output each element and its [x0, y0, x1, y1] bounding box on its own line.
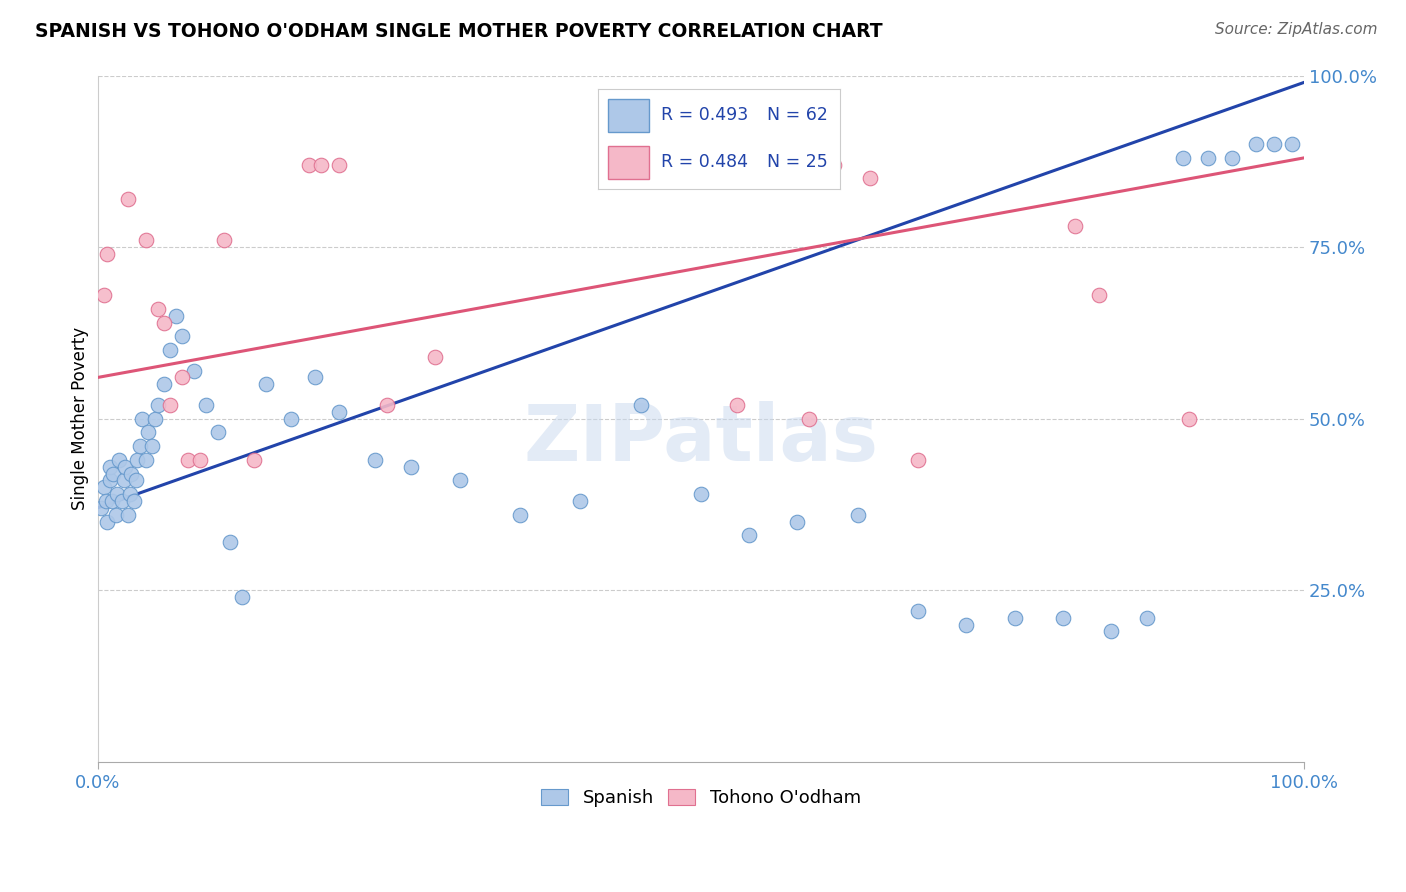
Point: [1263, 137, 1285, 152]
Point: [96, 515, 118, 529]
Point: [136, 425, 159, 440]
Point: [799, 411, 821, 425]
Point: [1004, 610, 1026, 624]
Point: [153, 377, 176, 392]
Point: [449, 474, 471, 488]
Point: [364, 452, 387, 467]
Point: [243, 452, 266, 467]
Point: [125, 474, 148, 488]
Point: [1220, 151, 1243, 165]
Point: [1173, 151, 1195, 165]
Point: [111, 494, 134, 508]
Point: [131, 411, 153, 425]
Point: [256, 377, 278, 392]
Point: [159, 398, 181, 412]
Point: [1197, 151, 1219, 165]
Point: [1244, 137, 1267, 152]
Point: [212, 233, 235, 247]
Point: [309, 158, 332, 172]
Point: [146, 301, 169, 316]
Point: [1178, 411, 1201, 425]
Point: [170, 370, 193, 384]
Point: [128, 439, 150, 453]
Point: [298, 158, 321, 172]
Point: [135, 452, 157, 467]
Point: [93, 288, 115, 302]
Point: [823, 158, 845, 172]
Point: [219, 535, 242, 549]
Point: [786, 515, 808, 529]
Point: [955, 617, 977, 632]
Point: [165, 309, 187, 323]
Point: [153, 316, 176, 330]
Legend: Spanish, Tohono O'odham: Spanish, Tohono O'odham: [534, 781, 868, 814]
Point: [401, 459, 423, 474]
Point: [1088, 288, 1111, 302]
Point: [231, 590, 253, 604]
Point: [183, 363, 205, 377]
Point: [280, 411, 302, 425]
Text: ZIPatlas: ZIPatlas: [523, 401, 879, 477]
Point: [630, 398, 652, 412]
Point: [135, 233, 157, 247]
Point: [103, 467, 125, 481]
Text: SPANISH VS TOHONO O'ODHAM SINGLE MOTHER POVERTY CORRELATION CHART: SPANISH VS TOHONO O'ODHAM SINGLE MOTHER …: [35, 22, 883, 41]
Point: [117, 192, 139, 206]
Point: [1136, 610, 1159, 624]
Point: [328, 158, 350, 172]
Point: [98, 459, 121, 474]
Point: [117, 508, 139, 522]
Point: [1052, 610, 1074, 624]
Point: [1099, 624, 1122, 639]
Point: [738, 528, 761, 542]
Point: [509, 508, 531, 522]
Point: [146, 398, 169, 412]
Y-axis label: Single Mother Poverty: Single Mother Poverty: [72, 327, 89, 510]
Point: [159, 343, 181, 357]
Point: [141, 439, 163, 453]
Point: [328, 405, 350, 419]
Point: [1063, 219, 1085, 234]
Point: [122, 494, 145, 508]
Point: [105, 487, 128, 501]
Point: [569, 494, 592, 508]
Point: [114, 459, 136, 474]
Text: Source: ZipAtlas.com: Source: ZipAtlas.com: [1215, 22, 1378, 37]
Point: [907, 604, 929, 618]
Point: [425, 350, 447, 364]
Point: [127, 452, 149, 467]
Point: [170, 329, 193, 343]
Point: [104, 508, 127, 522]
Point: [177, 452, 200, 467]
Point: [90, 500, 112, 515]
Point: [93, 480, 115, 494]
Point: [108, 452, 131, 467]
Point: [846, 508, 869, 522]
Point: [94, 494, 117, 508]
Point: [207, 425, 229, 440]
Point: [195, 398, 218, 412]
Point: [112, 474, 135, 488]
Point: [145, 411, 167, 425]
Point: [98, 474, 121, 488]
Point: [689, 487, 711, 501]
Point: [101, 494, 124, 508]
Point: [375, 398, 398, 412]
Point: [120, 467, 142, 481]
Point: [1281, 137, 1303, 152]
Point: [188, 452, 211, 467]
Point: [907, 452, 929, 467]
Point: [725, 398, 748, 412]
Point: [96, 247, 118, 261]
Point: [859, 171, 882, 186]
Point: [304, 370, 326, 384]
Point: [120, 487, 142, 501]
